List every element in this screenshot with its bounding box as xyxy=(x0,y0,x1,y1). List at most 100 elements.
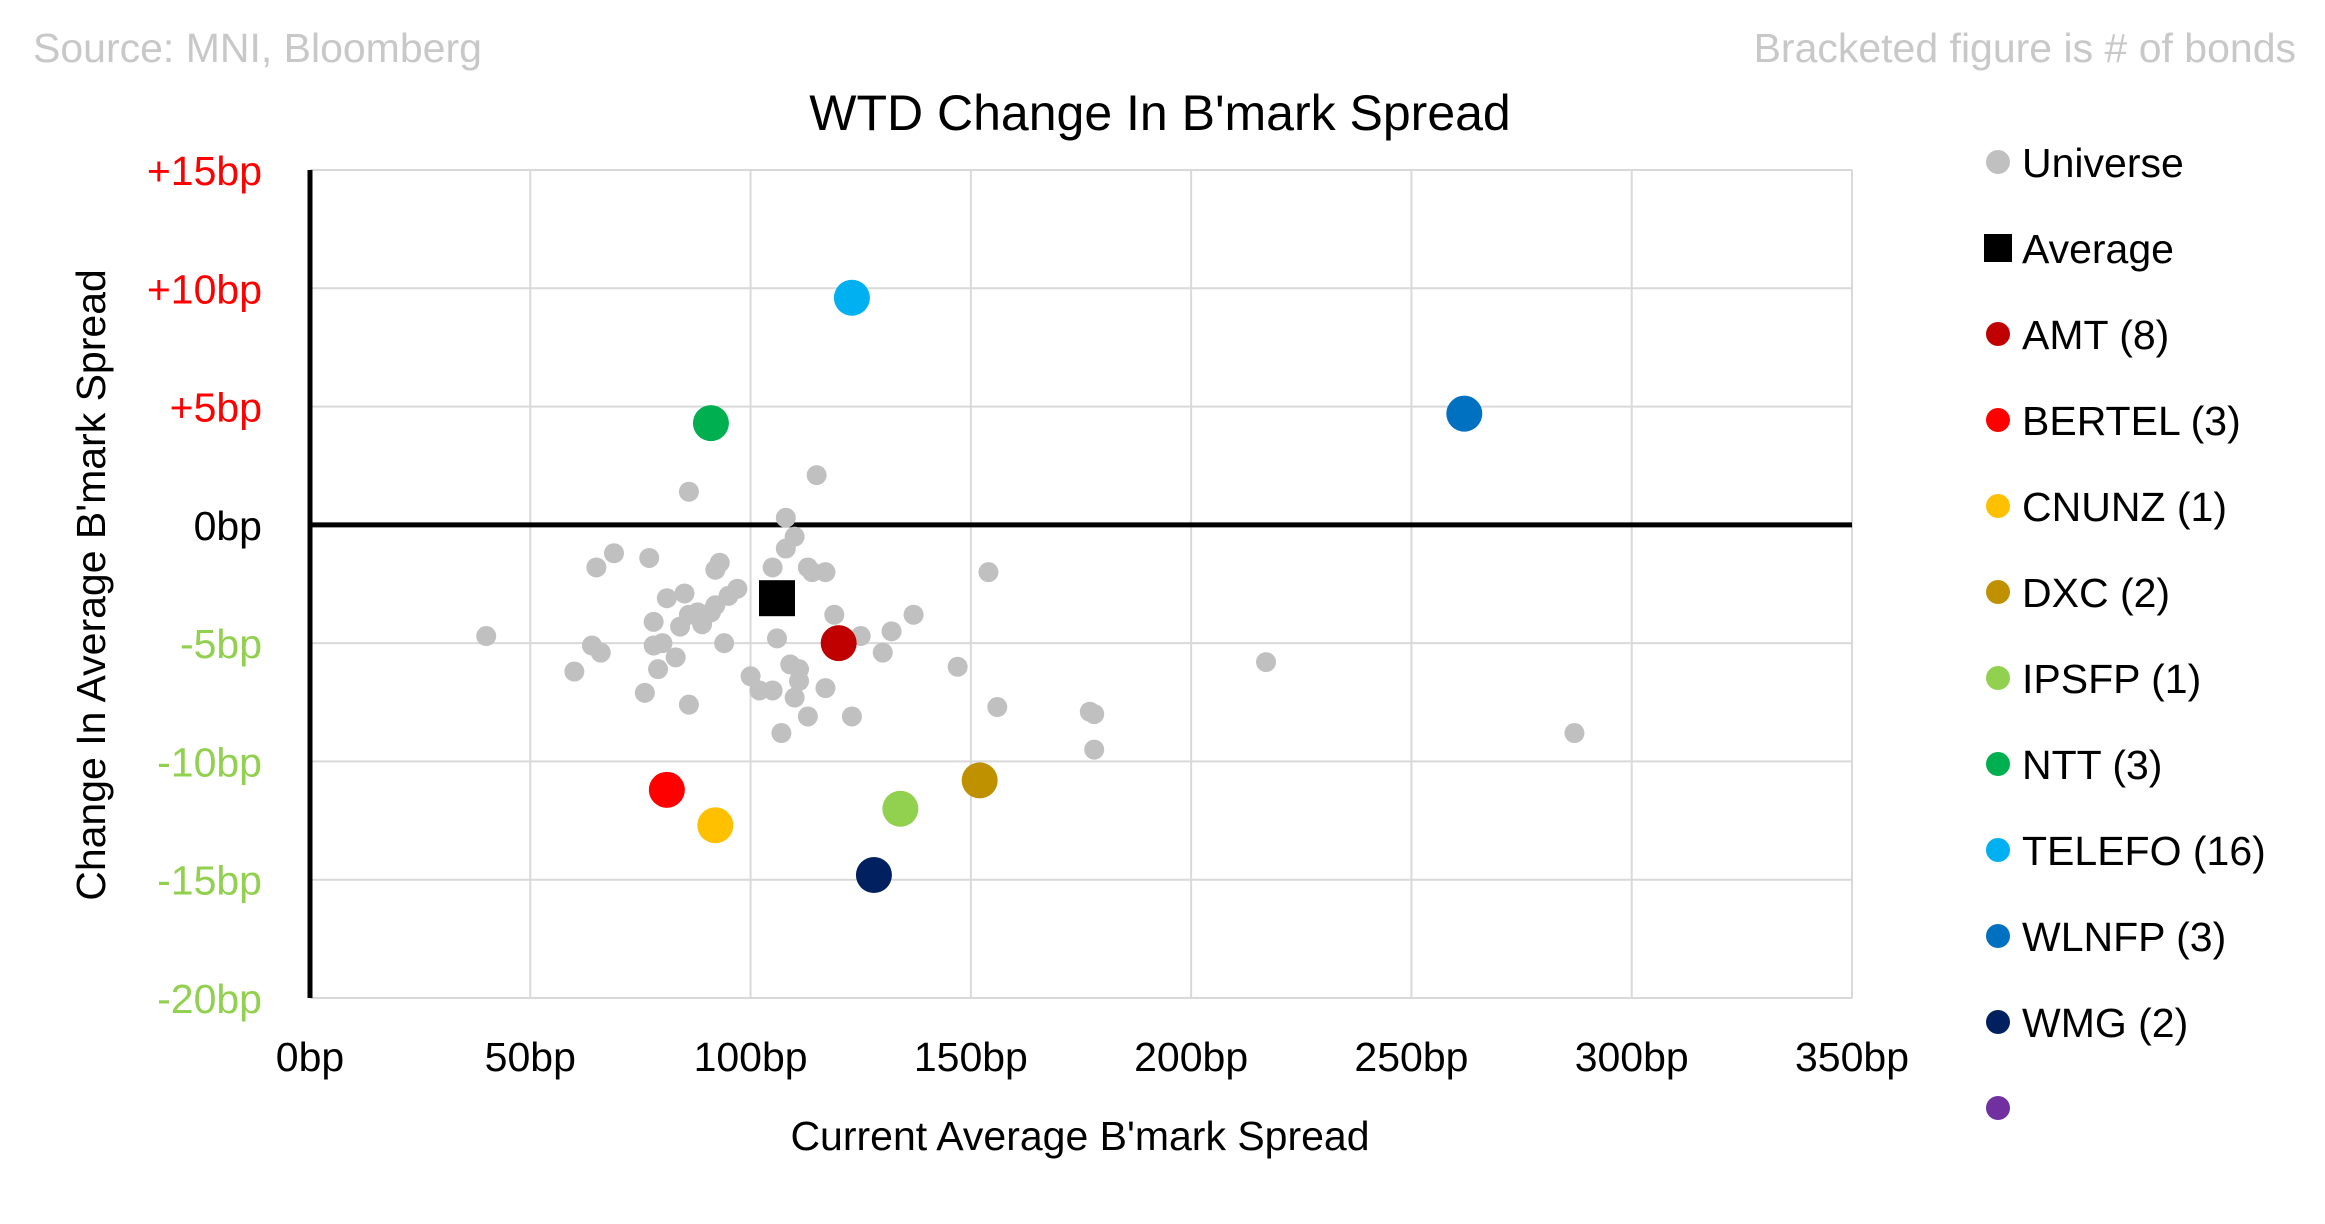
legend-marker xyxy=(1986,408,2010,432)
legend-label: NTT (3) xyxy=(2022,742,2162,788)
data-point-universe xyxy=(678,481,699,502)
legend-marker xyxy=(1984,234,2012,262)
data-point-issuer xyxy=(648,771,685,808)
data-point-universe xyxy=(476,626,497,647)
legend-label: WMG (2) xyxy=(2022,1000,2188,1046)
y-axis-label: Change In Average B'mark Spread xyxy=(68,269,114,901)
data-point-universe xyxy=(590,642,611,663)
x-tick-label: 150bp xyxy=(914,1034,1028,1080)
data-point-universe xyxy=(806,465,827,486)
legend-label: AMT (8) xyxy=(2022,312,2169,358)
bracket-note: Bracketed figure is # of bonds xyxy=(1754,25,2296,71)
data-point-issuer xyxy=(961,762,998,799)
data-point-universe xyxy=(978,562,999,583)
data-point-issuer xyxy=(882,790,919,827)
x-tick-label: 0bp xyxy=(276,1034,344,1080)
x-tick-label: 100bp xyxy=(694,1034,808,1080)
legend-marker xyxy=(1986,1096,2010,1120)
data-point-universe xyxy=(709,552,730,573)
y-tick-label: -20bp xyxy=(157,976,262,1022)
data-point-universe xyxy=(903,604,924,625)
data-point-universe xyxy=(784,687,805,708)
data-point-issuer xyxy=(833,279,870,316)
legend-marker xyxy=(1986,150,2010,174)
x-tick-label: 300bp xyxy=(1575,1034,1689,1080)
legend-label: DXC (2) xyxy=(2022,570,2170,616)
legend-label: CNUNZ (1) xyxy=(2022,484,2227,530)
x-tick-label: 200bp xyxy=(1134,1034,1248,1080)
data-point-universe xyxy=(881,621,902,642)
y-tick-label: +15bp xyxy=(147,148,262,194)
data-point-issuer xyxy=(692,405,729,442)
legend-label: TELEFO (16) xyxy=(2022,828,2266,874)
source-note: Source: MNI, Bloomberg xyxy=(33,25,482,71)
data-point-universe xyxy=(678,694,699,715)
data-point-universe xyxy=(762,680,783,701)
legend-marker xyxy=(1986,494,2010,518)
data-point-issuer xyxy=(820,625,857,662)
legend-marker xyxy=(1986,752,2010,776)
data-point-universe xyxy=(815,678,836,699)
data-point-universe xyxy=(789,670,810,691)
x-axis-label: Current Average B'mark Spread xyxy=(790,1113,1369,1159)
legend-label: Average xyxy=(2022,226,2174,272)
y-tick-label: -5bp xyxy=(180,621,262,667)
data-point-universe xyxy=(987,697,1008,718)
data-point-universe xyxy=(771,723,792,744)
legend-label: Universe xyxy=(2022,140,2184,186)
data-point-universe xyxy=(775,507,796,528)
legend-label: IPSFP (1) xyxy=(2022,656,2201,702)
data-point-universe xyxy=(947,656,968,677)
y-tick-label: +10bp xyxy=(147,266,262,312)
data-point-universe xyxy=(674,583,695,604)
data-point-universe xyxy=(797,706,818,727)
data-point-universe xyxy=(727,578,748,599)
data-point-universe xyxy=(1084,704,1105,725)
data-point-universe xyxy=(648,659,669,680)
legend-label: WLNFP (3) xyxy=(2022,914,2226,960)
data-point-universe xyxy=(841,706,862,727)
data-point-universe xyxy=(815,562,836,583)
legend: Universe Average AMT (8) BERTEL (3) CNUNZ (1… xyxy=(1984,140,2266,1120)
data-point-issuer xyxy=(1446,395,1483,432)
data-point-universe xyxy=(784,526,805,547)
data-point-universe xyxy=(714,633,735,654)
data-point-universe xyxy=(1084,739,1105,760)
data-points xyxy=(476,279,1585,893)
legend-marker xyxy=(1986,924,2010,948)
axis-layer xyxy=(307,170,1852,998)
legend-marker xyxy=(1986,580,2010,604)
x-tick-label: 50bp xyxy=(485,1034,576,1080)
data-point-universe xyxy=(652,633,673,654)
x-tick-label: 250bp xyxy=(1354,1034,1468,1080)
legend-marker xyxy=(1986,1010,2010,1034)
data-point-universe xyxy=(1564,723,1585,744)
tick-labels: 0bp 50bp 100bp 150bp 200bp 250bp 300bp 350bp +15… xyxy=(147,148,1909,1080)
data-point-universe xyxy=(1256,652,1277,673)
y-tick-label: 0bp xyxy=(194,503,262,549)
data-point-average xyxy=(759,580,796,617)
legend-marker xyxy=(1986,666,2010,690)
legend-label: BERTEL (3) xyxy=(2022,398,2241,444)
y-tick-label: +5bp xyxy=(170,385,262,431)
data-point-universe xyxy=(586,557,607,578)
data-point-universe xyxy=(639,547,660,568)
data-point-universe xyxy=(762,557,783,578)
legend-marker xyxy=(1986,322,2010,346)
data-point-universe xyxy=(564,661,585,682)
grid-layer xyxy=(310,169,1853,999)
data-point-universe xyxy=(665,647,686,668)
data-point-universe xyxy=(824,604,845,625)
y-tick-label: -15bp xyxy=(157,858,262,904)
legend-marker xyxy=(1986,838,2010,862)
x-tick-label: 350bp xyxy=(1795,1034,1909,1080)
data-point-universe xyxy=(767,628,788,649)
data-point-issuer xyxy=(855,856,892,893)
y-tick-label: -10bp xyxy=(157,739,262,785)
data-point-universe xyxy=(656,588,677,609)
chart-title: WTD Change In B'mark Spread xyxy=(809,85,1511,141)
data-point-universe xyxy=(603,543,624,564)
data-point-issuer xyxy=(697,807,734,844)
